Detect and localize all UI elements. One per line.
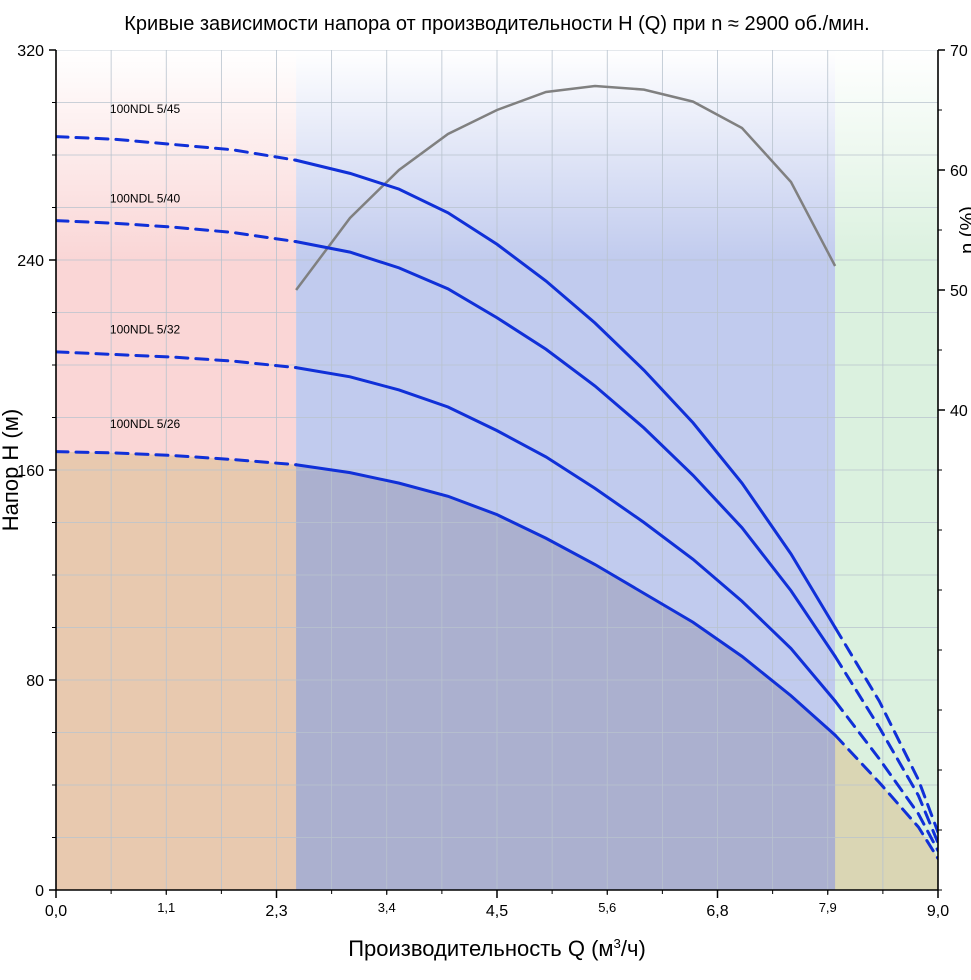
x-tick-label: 6,8	[706, 903, 728, 920]
y2-tick-label: 60	[950, 163, 968, 180]
y2-axis-label: η (%)	[957, 206, 971, 254]
x-tick-label: 3,4	[378, 900, 396, 915]
chart-title: Кривые зависимости напора от производите…	[124, 13, 869, 35]
y-axis-label: Напор H (м)	[0, 409, 23, 531]
y2-tick-label: 70	[950, 43, 968, 60]
x-tick-label: 5,6	[598, 900, 616, 915]
x-tick-label: 9,0	[927, 903, 949, 920]
x-axis-label: Производительность Q (м3/ч)	[348, 936, 646, 961]
chart-container: 100NDL 5/45 100NDL 5/40 100NDL 5/32 100NDL …	[0, 0, 971, 980]
curve-label: 100NDL 5/45	[110, 102, 181, 116]
x-tick-label: 4,5	[486, 903, 508, 920]
y-tick-label: 80	[26, 673, 44, 690]
x-tick-label: 2,3	[265, 903, 287, 920]
curve-label: 100NDL 5/40	[110, 191, 181, 205]
curve-label: 100NDL 5/32	[110, 323, 181, 337]
plot-area	[56, 50, 938, 890]
pump-chart-svg: 100NDL 5/45 100NDL 5/40 100NDL 5/32 100NDL …	[0, 0, 971, 980]
y-tick-label: 0	[35, 883, 44, 900]
y2-tick-label: 50	[950, 283, 968, 300]
x-tick-label: 1,1	[157, 900, 175, 915]
y-tick-label: 320	[17, 43, 44, 60]
curve-label: 100NDL 5/26	[110, 417, 181, 431]
x-tick-label: 0,0	[45, 903, 67, 920]
y2-tick-label: 40	[950, 403, 968, 420]
x-tick-label: 7,9	[819, 900, 837, 915]
y-tick-label: 240	[17, 253, 44, 270]
